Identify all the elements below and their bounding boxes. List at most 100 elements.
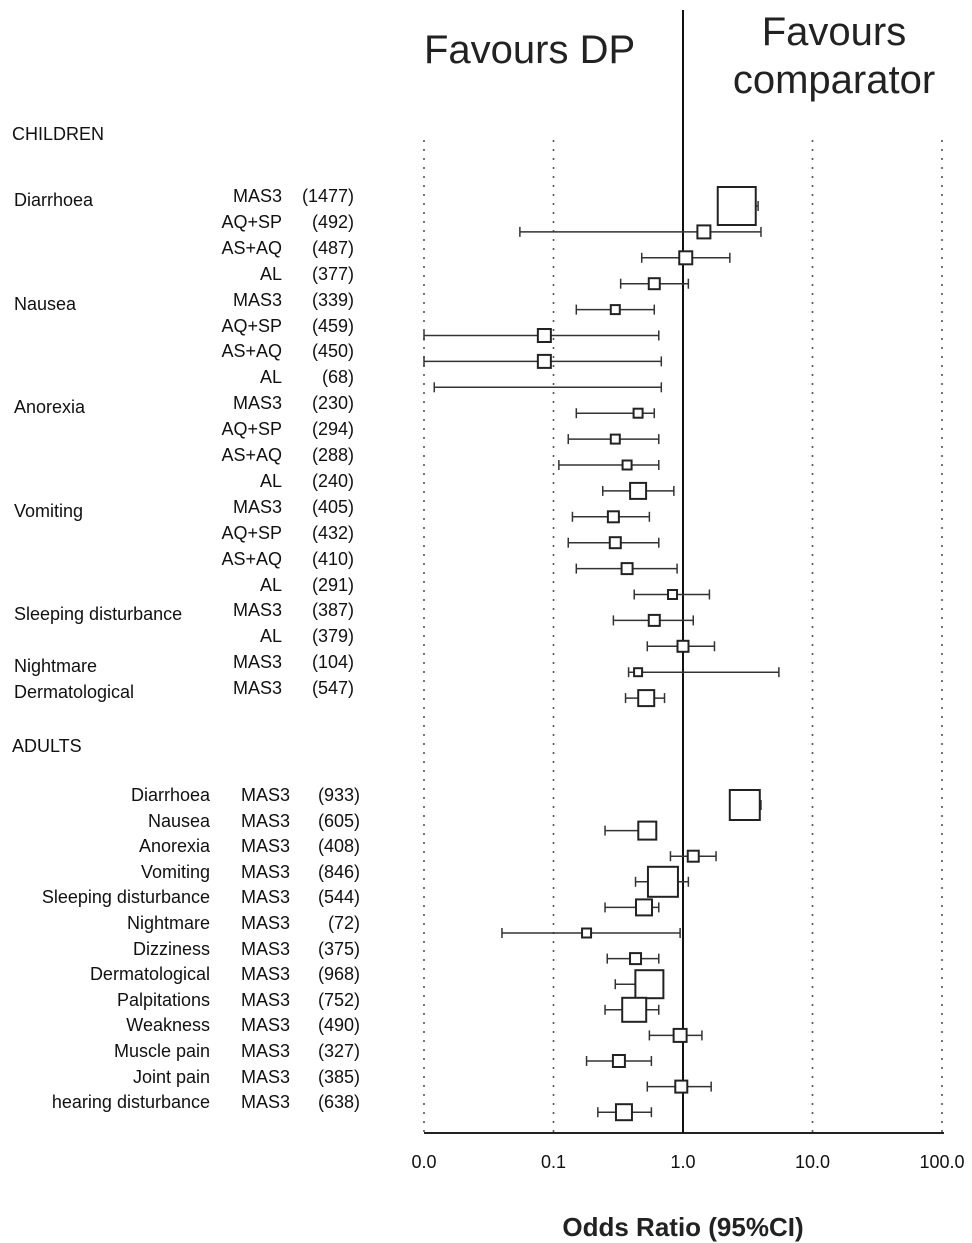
comparator-label: AL xyxy=(259,263,282,284)
outcome-label: Muscle pain xyxy=(113,1041,210,1061)
outcome-label: Dermatological xyxy=(14,682,135,703)
comparator-label: AQ+SP xyxy=(221,211,282,232)
sample-size-label: (752) xyxy=(317,989,360,1010)
point-estimate xyxy=(629,952,643,966)
point-estimate xyxy=(536,353,552,369)
comparator-label: MAS3 xyxy=(240,861,290,882)
sample-size-label: (327) xyxy=(317,1041,360,1061)
sample-size-label: (638) xyxy=(317,1092,360,1113)
point-estimate xyxy=(609,304,621,316)
sample-size-label: (933) xyxy=(317,785,360,805)
point-estimate xyxy=(632,407,644,419)
comparator-label: MAS3 xyxy=(232,186,282,206)
point-estimate xyxy=(614,1103,633,1122)
point-estimate xyxy=(634,969,665,1000)
sample-size-label: (459) xyxy=(311,315,354,336)
point-estimate xyxy=(728,789,761,821)
favours-right-text: Favours comparator xyxy=(732,10,936,102)
comparator-label: MAS3 xyxy=(240,1015,290,1036)
sample-size-label: (339) xyxy=(311,289,354,310)
sample-size-label: (968) xyxy=(317,964,360,985)
comparator-label: MAS3 xyxy=(240,1041,290,1061)
sample-size-label: (450) xyxy=(311,341,354,362)
point-estimate xyxy=(611,1054,626,1068)
outcome-label: Dizziness xyxy=(132,938,210,959)
outcome-label: Sleeping disturbance xyxy=(14,604,183,625)
point-estimate xyxy=(647,613,661,627)
section-label: ADULTS xyxy=(12,736,82,756)
sample-size-label: (605) xyxy=(317,810,360,831)
comparator-label: MAS3 xyxy=(232,600,282,621)
outcome-label: Weakness xyxy=(126,1015,210,1036)
sample-size-label: (68) xyxy=(321,367,354,388)
sample-size-label: (547) xyxy=(311,678,354,699)
comparator-label: AS+AQ xyxy=(221,445,282,465)
comparator-label: AQ+SP xyxy=(221,419,282,440)
sample-size-label: (846) xyxy=(317,861,360,882)
sample-size-label: (230) xyxy=(311,393,354,414)
sample-size-label: (410) xyxy=(311,548,354,569)
sample-size-label: (405) xyxy=(311,496,354,517)
comparator-label: MAS3 xyxy=(240,913,290,933)
point-estimate xyxy=(633,667,644,678)
point-estimate xyxy=(678,250,694,266)
point-estimate xyxy=(674,1079,689,1094)
sample-size-label: (72) xyxy=(327,913,360,933)
sample-size-label: (294) xyxy=(311,419,354,440)
outcome-label: Dermatological xyxy=(89,964,210,985)
section-label: CHILDREN xyxy=(12,124,105,144)
comparator-label: MAS3 xyxy=(240,964,290,985)
comparator-label: MAS3 xyxy=(240,1066,290,1087)
sample-size-label: (490) xyxy=(317,1015,360,1036)
sample-size-label: (379) xyxy=(311,626,354,647)
x-tick-label: 0.0 xyxy=(411,1152,437,1172)
point-estimate xyxy=(716,186,757,226)
comparator-label: AQ+SP xyxy=(221,315,282,336)
point-estimate xyxy=(581,927,593,939)
point-estimate xyxy=(676,639,690,653)
point-estimate xyxy=(621,996,648,1023)
point-estimate xyxy=(621,459,633,471)
outcome-label: Nightmare xyxy=(14,656,98,677)
outcome-label: Vomiting xyxy=(14,500,84,521)
comparator-label: AL xyxy=(259,367,282,388)
point-estimate xyxy=(609,433,621,445)
comparator-label: MAS3 xyxy=(240,810,290,831)
comparator-label: AL xyxy=(259,626,282,647)
outcome-label: Palpitations xyxy=(116,989,210,1010)
sample-size-label: (377) xyxy=(311,263,354,284)
point-estimate xyxy=(620,562,634,576)
outcome-label: Nightmare xyxy=(126,913,210,933)
favours-left-label: Favours DP xyxy=(424,28,636,72)
point-estimate xyxy=(536,328,552,343)
sample-size-label: (385) xyxy=(317,1066,360,1087)
sample-size-label: (487) xyxy=(311,237,354,258)
outcome-label: Diarrhoea xyxy=(130,785,210,805)
sample-size-label: (544) xyxy=(317,887,360,908)
comparator-label: AS+AQ xyxy=(221,237,282,258)
comparator-label: MAS3 xyxy=(232,393,282,414)
comparator-label: MAS3 xyxy=(240,887,290,908)
comparator-label: MAS3 xyxy=(240,836,290,857)
point-estimate xyxy=(637,689,656,708)
comparator-label: AL xyxy=(259,470,282,491)
outcome-label: Anorexia xyxy=(138,836,210,857)
sample-size-label: (375) xyxy=(317,938,360,959)
point-estimate xyxy=(637,820,658,841)
comparator-label: MAS3 xyxy=(240,989,290,1010)
comparator-label: MAS3 xyxy=(240,938,290,959)
point-estimate xyxy=(646,865,679,898)
comparator-label: MAS3 xyxy=(232,652,282,673)
outcome-label: Nausea xyxy=(147,810,210,831)
comparator-label: MAS3 xyxy=(240,1092,290,1113)
point-estimate xyxy=(606,510,620,524)
outcome-label: hearing disturbance xyxy=(51,1092,210,1113)
comparator-label: MAS3 xyxy=(232,496,282,517)
sample-size-label: (1477) xyxy=(301,186,354,206)
x-tick-label: 1.0 xyxy=(670,1152,696,1172)
x-tick-label: 10.0 xyxy=(794,1152,831,1172)
outcome-label: Joint pain xyxy=(132,1066,210,1087)
sample-size-label: (432) xyxy=(311,522,354,543)
outcome-label: Vomiting xyxy=(140,861,210,882)
